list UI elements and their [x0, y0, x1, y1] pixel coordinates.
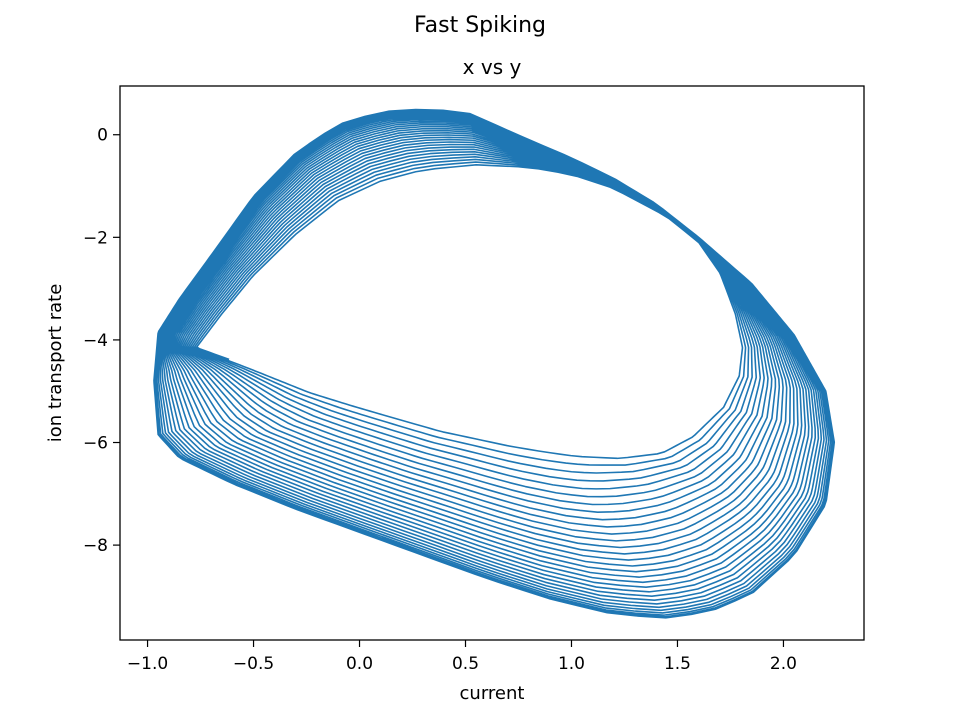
y-axis: 0 −2 −4 −6 −8	[83, 126, 120, 556]
x-axis-label: current	[460, 683, 525, 704]
y-tick-label: −8	[83, 536, 108, 556]
x-axis: −1.0 −0.5 0.0 0.5 1.0 1.5 2.0	[127, 640, 797, 674]
x-tick-label: −1.0	[127, 654, 168, 674]
axes-title: x vs y	[463, 55, 522, 79]
y-axis-label: ion transport rate	[45, 284, 66, 443]
y-tick-label: 0	[97, 126, 108, 146]
y-tick-label: −6	[83, 434, 108, 454]
x-tick-label: 2.0	[770, 654, 797, 674]
figure-suptitle: Fast Spiking	[414, 13, 546, 38]
x-tick-label: −0.5	[233, 654, 274, 674]
y-tick-label: −4	[83, 331, 108, 351]
x-tick-label: 0.0	[346, 654, 373, 674]
x-tick-label: 0.5	[452, 654, 479, 674]
y-tick-label: −2	[83, 228, 108, 248]
x-tick-label: 1.0	[558, 654, 585, 674]
series-line	[153, 108, 836, 619]
x-tick-label: 1.5	[664, 654, 691, 674]
plot-area	[119, 85, 865, 641]
axes-frame	[119, 85, 865, 641]
